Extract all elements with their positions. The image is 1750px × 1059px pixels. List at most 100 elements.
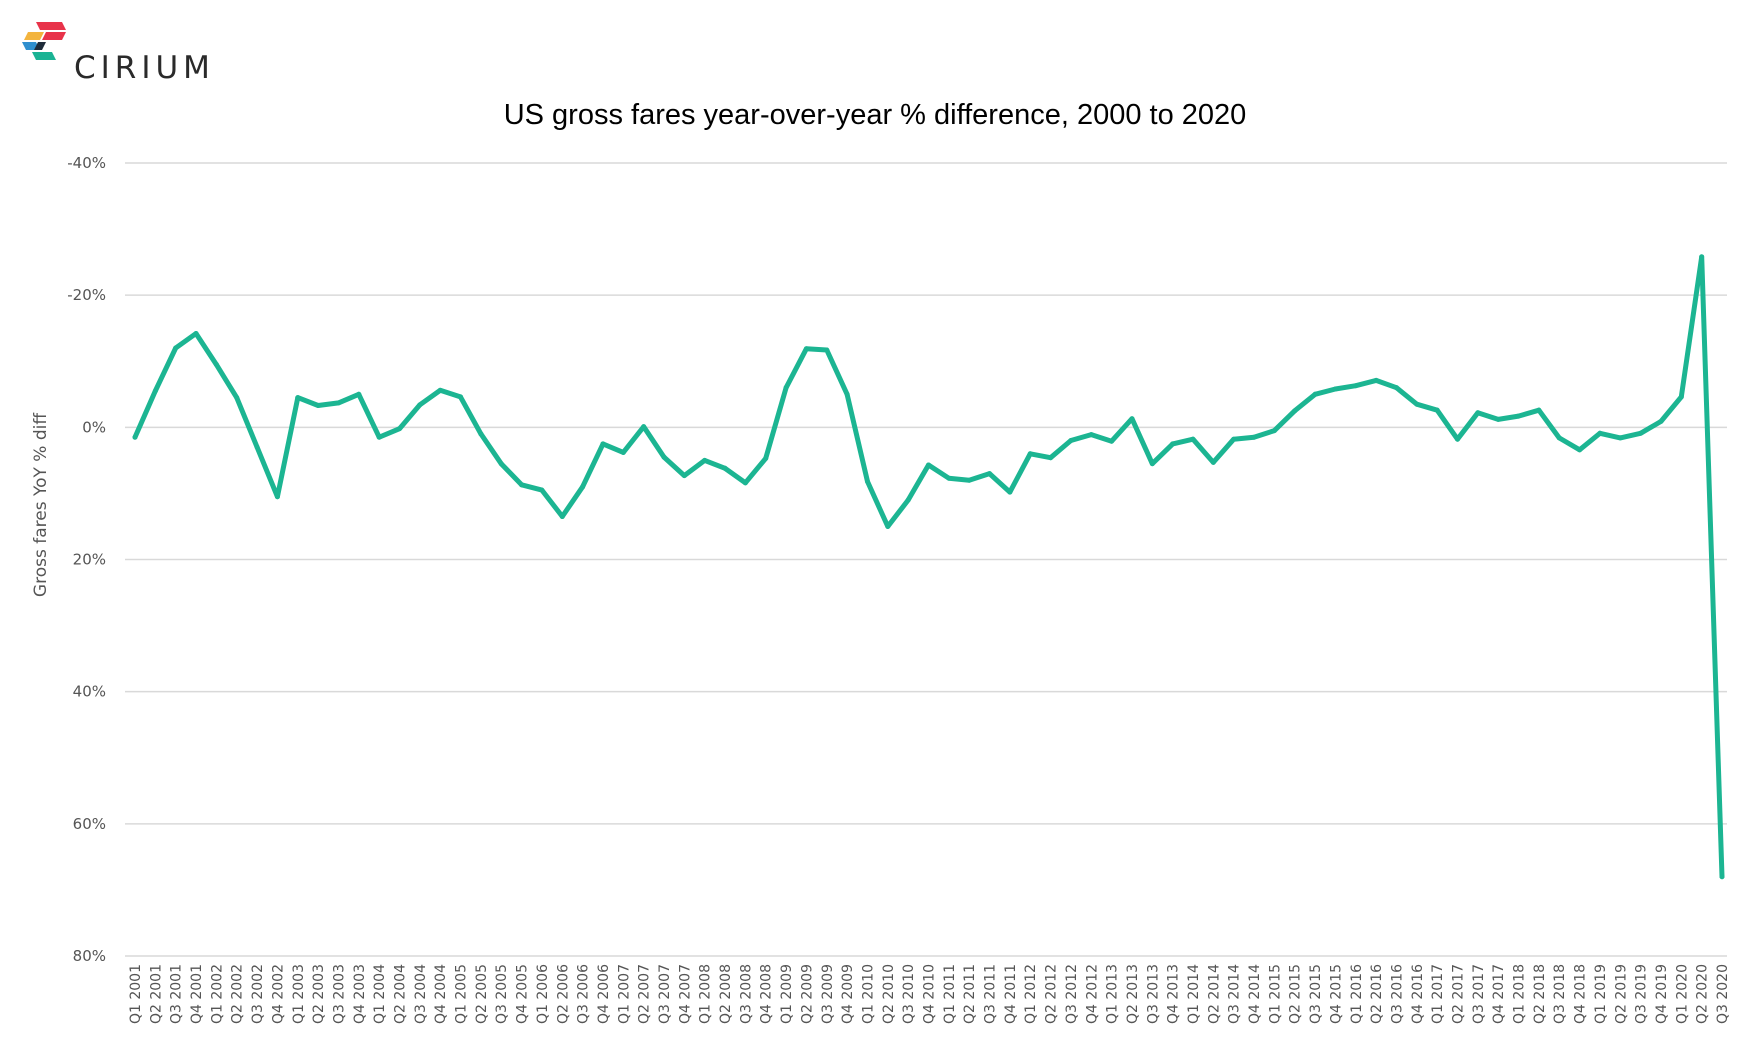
data-point bbox=[1048, 455, 1054, 461]
x-tick-label: Q2 2003 bbox=[311, 964, 327, 1024]
logo-mark-green bbox=[32, 52, 56, 60]
x-tick-label: Q4 2019 bbox=[1654, 964, 1670, 1024]
data-point bbox=[437, 387, 443, 393]
series-line bbox=[132, 254, 1725, 880]
data-point bbox=[620, 449, 626, 455]
data-point bbox=[1516, 413, 1522, 419]
x-tick-label: Q3 2012 bbox=[1064, 964, 1080, 1024]
x-tick-label: Q3 2006 bbox=[576, 964, 592, 1024]
series-layer bbox=[132, 254, 1725, 880]
data-point bbox=[1597, 430, 1603, 436]
x-tick-label: Q1 2011 bbox=[942, 964, 958, 1024]
x-tick-label: Q1 2016 bbox=[1349, 964, 1365, 1024]
x-tick-label: Q4 2004 bbox=[433, 964, 449, 1024]
x-tick-label: Q1 2015 bbox=[1267, 964, 1283, 1024]
data-point bbox=[681, 473, 687, 479]
x-tick-label: Q1 2005 bbox=[454, 964, 470, 1024]
data-point bbox=[1292, 408, 1298, 414]
data-point bbox=[1455, 436, 1460, 442]
data-point bbox=[458, 394, 464, 400]
data-point bbox=[1129, 416, 1135, 422]
x-tick-label: Q3 2011 bbox=[983, 964, 999, 1024]
data-point bbox=[356, 391, 362, 397]
data-point bbox=[1658, 418, 1664, 424]
x-tick-label: Q2 2009 bbox=[799, 964, 815, 1024]
data-point bbox=[1617, 435, 1623, 441]
logo-mark-pink bbox=[42, 32, 66, 40]
x-tick-label: Q3 2003 bbox=[331, 964, 347, 1024]
x-tick-label: Q4 2001 bbox=[189, 964, 205, 1024]
data-point bbox=[1536, 407, 1542, 413]
x-tick-label: Q1 2017 bbox=[1430, 964, 1446, 1024]
x-tick-label: Q3 2010 bbox=[901, 964, 917, 1024]
x-tick-label: Q4 2017 bbox=[1491, 964, 1507, 1024]
data-point bbox=[1393, 385, 1399, 391]
data-point bbox=[1414, 401, 1420, 407]
data-point bbox=[1556, 435, 1562, 441]
data-point bbox=[600, 441, 606, 447]
data-point bbox=[397, 426, 402, 432]
x-tick-label: Q4 2006 bbox=[596, 964, 612, 1024]
data-point bbox=[132, 434, 138, 440]
data-point bbox=[885, 523, 891, 529]
data-point bbox=[722, 465, 728, 471]
data-point bbox=[1312, 391, 1318, 397]
data-point bbox=[742, 480, 748, 486]
x-tick-label: Q4 2003 bbox=[352, 964, 368, 1024]
data-point bbox=[519, 482, 525, 488]
x-tick-label: Q2 2010 bbox=[881, 964, 897, 1024]
x-tick-label: Q1 2010 bbox=[860, 964, 876, 1024]
data-point bbox=[1088, 432, 1094, 438]
x-tick-label: Q3 2007 bbox=[657, 964, 673, 1024]
x-tick-label: Q1 2020 bbox=[1674, 964, 1690, 1024]
logo-mark-red bbox=[36, 22, 66, 30]
x-tick-label: Q2 2001 bbox=[148, 964, 164, 1024]
y-tick-label: 80% bbox=[73, 947, 106, 965]
data-point bbox=[702, 457, 708, 463]
data-point bbox=[193, 330, 199, 336]
data-point bbox=[1231, 436, 1237, 442]
x-tick-label: Q2 2011 bbox=[962, 964, 978, 1024]
data-point bbox=[335, 400, 341, 406]
x-tick-label: Q1 2001 bbox=[128, 964, 144, 1024]
data-point bbox=[559, 514, 565, 520]
x-tick-label: Q1 2014 bbox=[1186, 964, 1202, 1024]
data-point bbox=[478, 431, 484, 437]
data-point bbox=[661, 454, 667, 460]
data-point bbox=[1251, 434, 1257, 440]
data-point bbox=[1109, 438, 1115, 444]
x-tick-label: Q2 2008 bbox=[718, 964, 734, 1024]
data-point bbox=[824, 347, 830, 353]
x-tick-label: Q4 2010 bbox=[922, 964, 938, 1024]
chart-title: US gross fares year-over-year % differen… bbox=[503, 99, 1247, 131]
data-point bbox=[498, 461, 504, 467]
data-point bbox=[966, 477, 972, 483]
y-axis-label: Gross fares YoY % diff bbox=[31, 412, 51, 597]
data-point bbox=[844, 391, 850, 397]
x-tick-label: Q1 2013 bbox=[1105, 964, 1121, 1024]
x-tick-label: Q3 2016 bbox=[1389, 964, 1405, 1024]
x-tick-label: Q1 2018 bbox=[1512, 964, 1528, 1024]
data-point bbox=[234, 395, 240, 401]
x-tick-label: Q3 2013 bbox=[1145, 964, 1161, 1024]
x-tick-label: Q2 2012 bbox=[1044, 964, 1060, 1024]
x-tick-label: Q2 2019 bbox=[1613, 964, 1629, 1024]
x-tick-label: Q3 2020 bbox=[1715, 964, 1731, 1024]
data-point bbox=[315, 403, 321, 409]
data-point bbox=[295, 395, 301, 401]
x-tick-label: Q1 2019 bbox=[1593, 964, 1609, 1024]
data-point bbox=[173, 345, 179, 351]
x-tick-label: Q3 2014 bbox=[1227, 964, 1243, 1024]
x-tick-label: Q3 2008 bbox=[738, 964, 754, 1024]
y-tick-label: 0% bbox=[82, 418, 106, 436]
data-point bbox=[1373, 377, 1379, 383]
y-tick-label: 60% bbox=[73, 815, 106, 833]
x-tick-label: Q3 2018 bbox=[1552, 964, 1568, 1024]
x-tick-label: Q4 2012 bbox=[1084, 964, 1100, 1024]
x-tick-label: Q1 2006 bbox=[535, 964, 551, 1024]
data-point bbox=[152, 388, 158, 394]
x-tick-label: Q2 2005 bbox=[474, 964, 490, 1024]
data-point bbox=[1638, 430, 1644, 436]
x-tick-label: Q2 2013 bbox=[1125, 964, 1141, 1024]
x-tick-label: Q3 2009 bbox=[820, 964, 836, 1024]
